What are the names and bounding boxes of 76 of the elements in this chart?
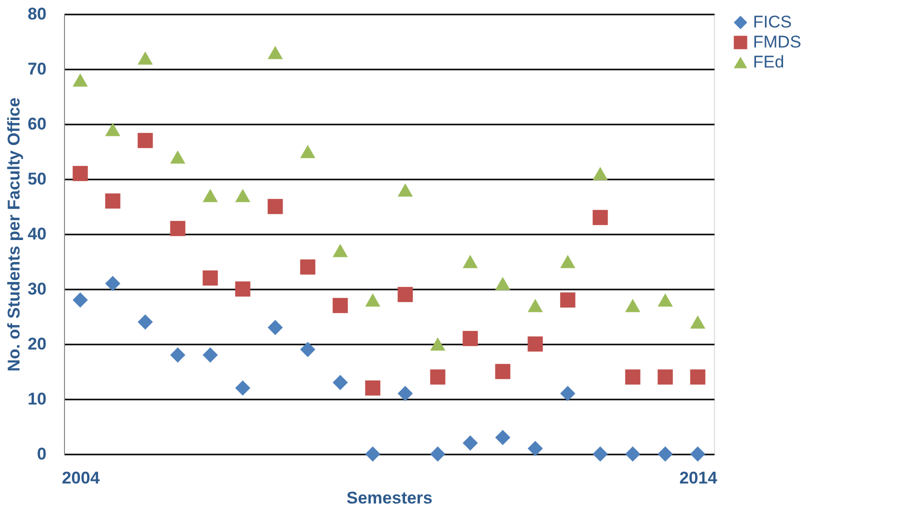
- point: [398, 386, 413, 402]
- point: [430, 446, 446, 462]
- legend-label: FICS: [753, 12, 792, 32]
- point: [495, 364, 510, 380]
- legend-label: FMDS: [753, 32, 802, 52]
- point: [138, 132, 153, 148]
- y-tick-label: 30: [28, 280, 46, 298]
- y-tick-label: 80: [28, 4, 46, 24]
- y-tick-label: 10: [28, 390, 46, 408]
- point: [170, 347, 186, 363]
- point: [72, 73, 88, 87]
- point: [625, 298, 640, 312]
- point: [268, 46, 283, 60]
- point: [528, 440, 543, 456]
- point: [592, 446, 608, 462]
- point: [170, 150, 186, 164]
- y-tick-label: 40: [28, 224, 46, 244]
- point: [462, 254, 478, 268]
- point: [300, 342, 316, 358]
- point: [560, 292, 576, 308]
- y-tick-label: 50: [28, 170, 46, 188]
- point: [300, 259, 316, 275]
- point: [690, 446, 706, 462]
- point: [202, 188, 218, 202]
- point: [365, 380, 380, 396]
- y-tick-label: 20: [28, 334, 46, 354]
- x-tick-label: 2014: [679, 468, 718, 488]
- point: [202, 270, 218, 286]
- point: [625, 369, 640, 385]
- point: [495, 276, 510, 290]
- point: [495, 430, 510, 446]
- x-axis-title: Semesters: [346, 488, 433, 508]
- x-tick-label: 2004: [62, 468, 100, 488]
- y-tick-label: 70: [28, 60, 46, 78]
- point: [592, 166, 608, 180]
- point: [138, 314, 153, 330]
- point: [138, 51, 153, 65]
- point: [398, 183, 413, 197]
- point: [235, 380, 250, 396]
- point: [300, 144, 316, 158]
- point: [658, 446, 673, 462]
- y-tick-label: 60: [28, 114, 46, 134]
- point: [560, 386, 576, 402]
- point: [72, 292, 88, 308]
- point: [658, 293, 673, 307]
- point: [105, 122, 120, 136]
- point: [658, 369, 673, 385]
- point: [235, 281, 250, 297]
- point: [625, 446, 640, 462]
- point: [72, 166, 88, 182]
- point: [462, 435, 478, 451]
- point: [430, 369, 446, 385]
- point: [592, 210, 608, 226]
- point: [690, 369, 706, 385]
- point: [332, 374, 348, 390]
- point: [528, 336, 543, 352]
- point: [235, 188, 250, 202]
- y-tick-label: 0: [37, 444, 46, 464]
- point: [560, 254, 576, 268]
- point: [105, 276, 120, 292]
- point: [202, 347, 218, 363]
- point: [268, 320, 283, 336]
- point: [398, 286, 413, 302]
- point: [365, 293, 380, 307]
- point: [365, 446, 380, 462]
- legend-label: FEd: [753, 52, 784, 72]
- point: [105, 193, 120, 209]
- point: [528, 298, 543, 312]
- point: [462, 330, 478, 346]
- point: [430, 337, 446, 351]
- point: [690, 315, 706, 329]
- point: [268, 198, 283, 214]
- point: [332, 298, 348, 314]
- point: [170, 220, 186, 236]
- y-axis-title: No. of Students per Faculty Office: [4, 98, 24, 372]
- point: [332, 244, 348, 258]
